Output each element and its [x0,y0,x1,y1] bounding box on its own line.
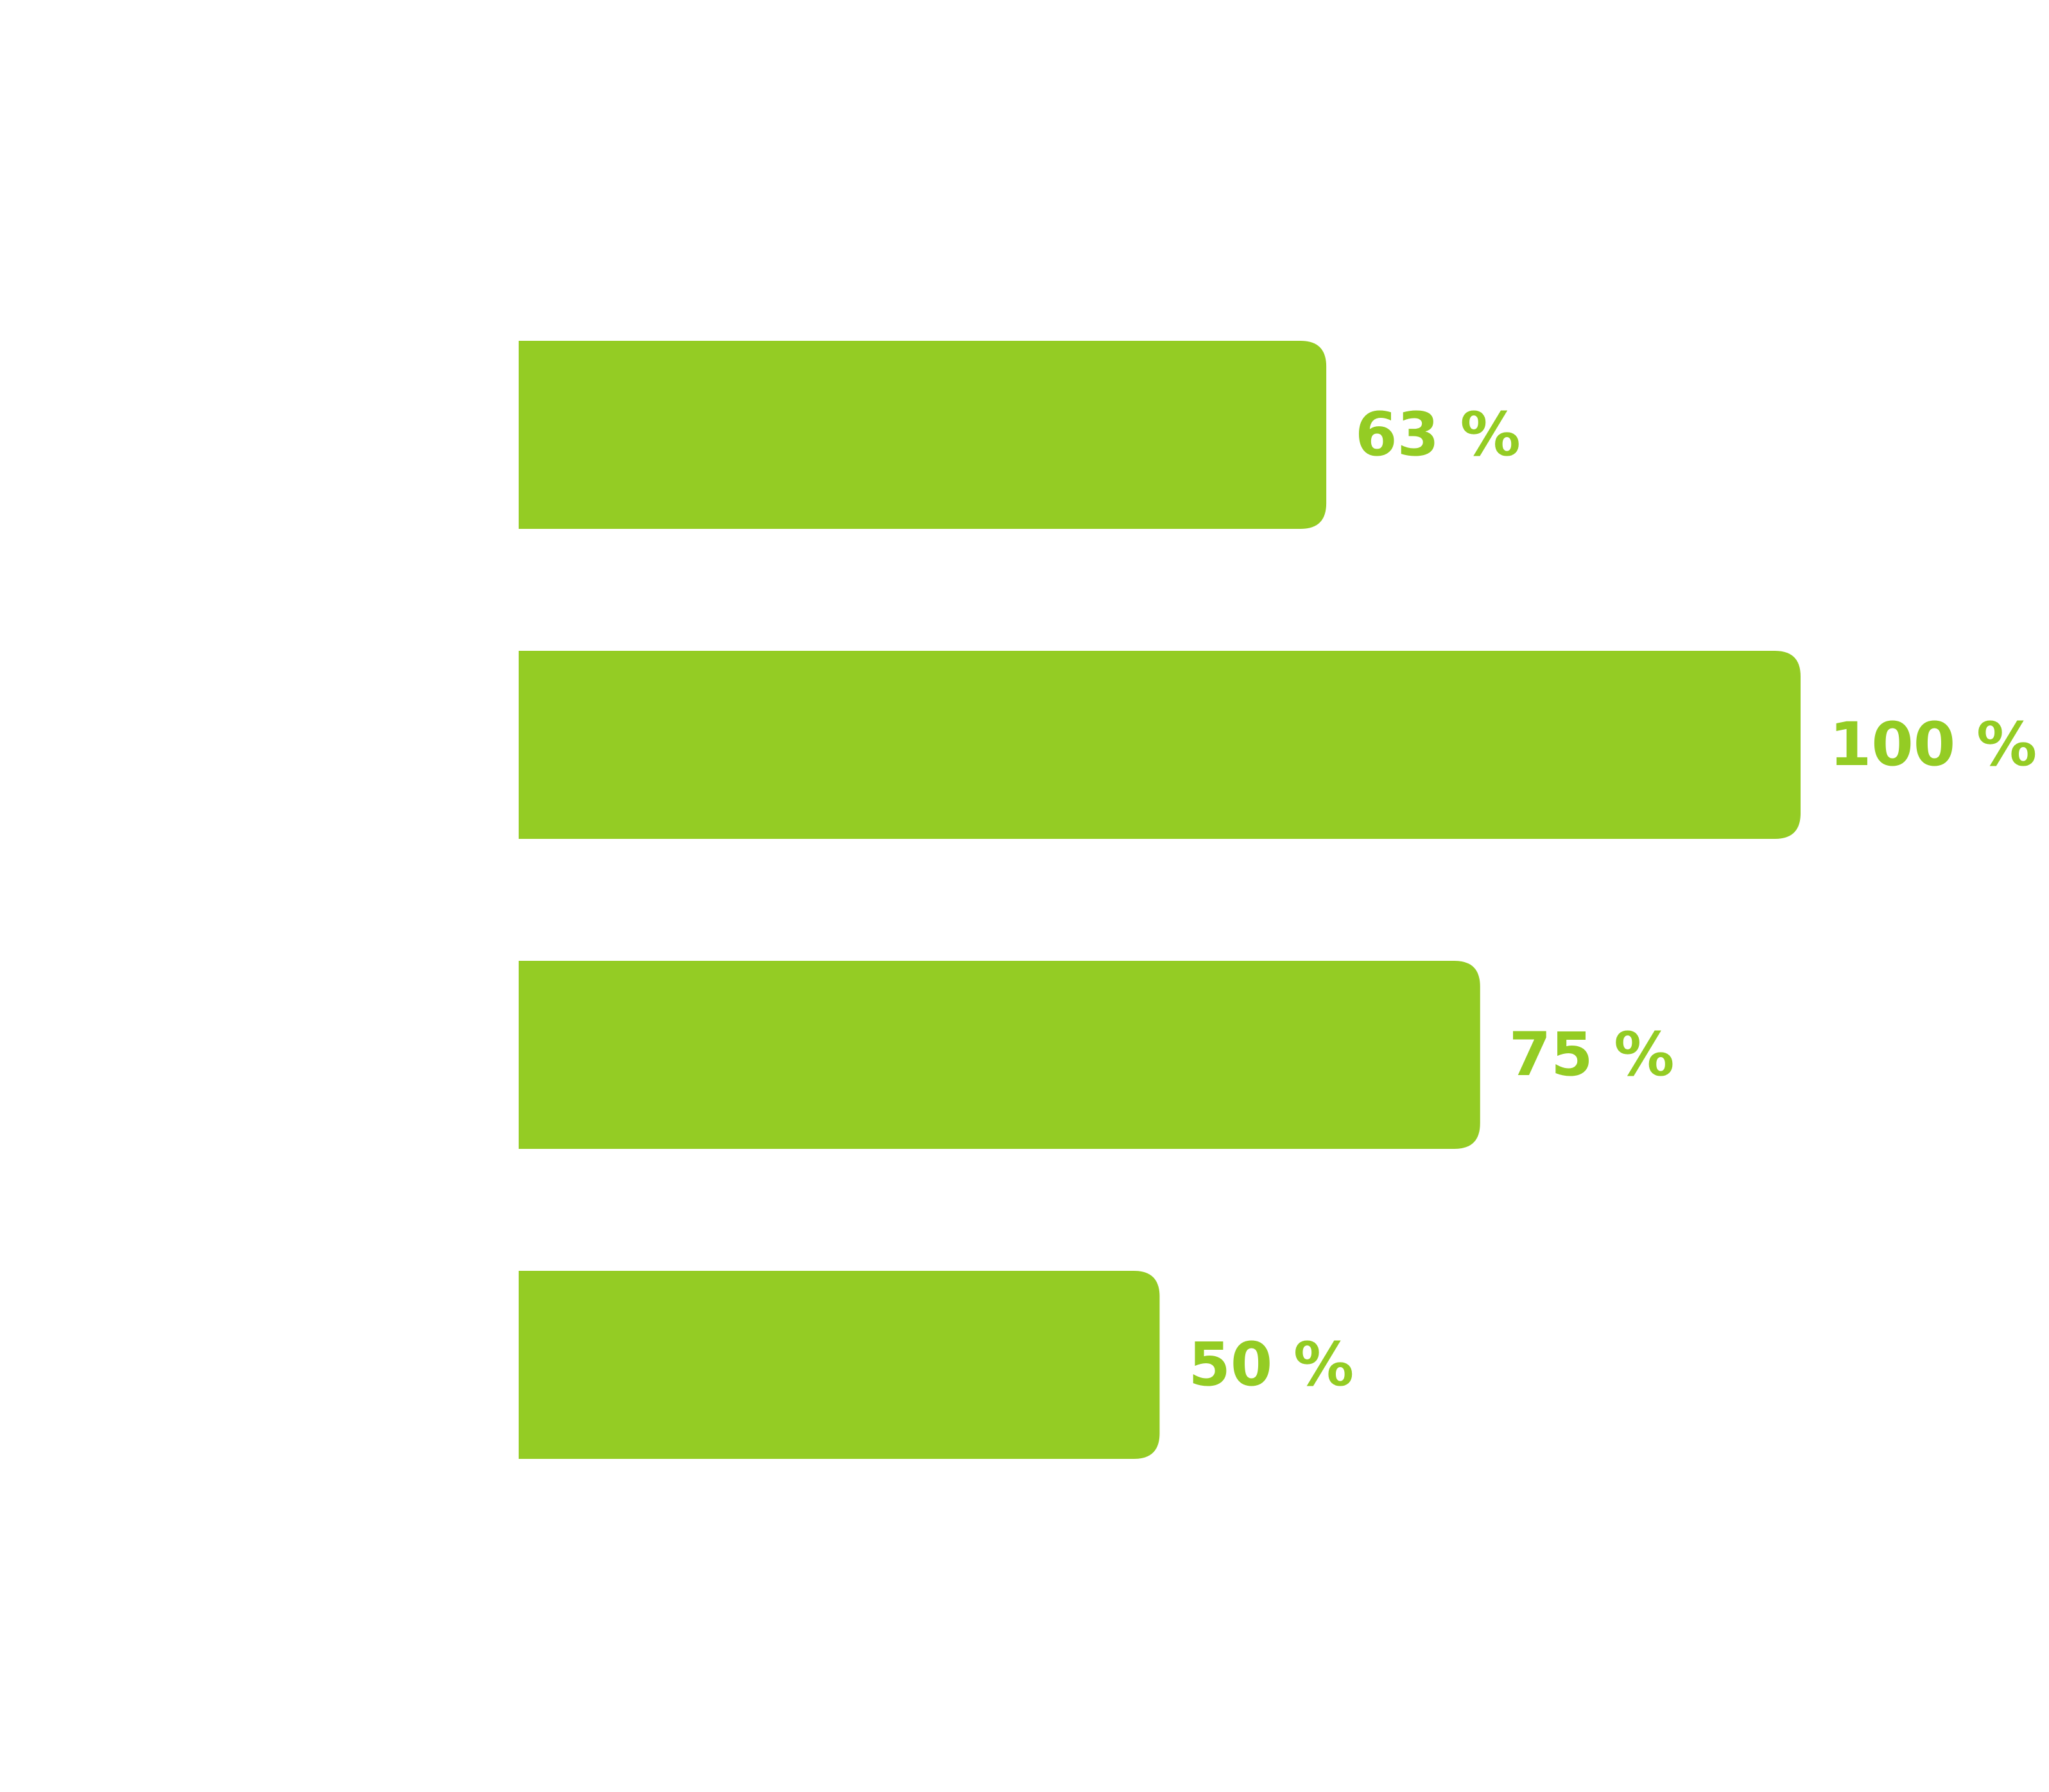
bar-1 [519,341,1327,529]
bar-value-label-1: 63 % [1355,400,1521,470]
bar-value-label-3: 75 % [1509,1020,1675,1090]
bar-value-label-4: 50 % [1189,1330,1354,1400]
bar-4 [519,1271,1160,1459]
bar-value-label-2: 100 % [1829,710,2037,780]
bars-layer [519,341,1801,1459]
bar-2 [519,651,1801,839]
bar-3 [519,961,1480,1149]
labels-layer: 63 % 100 % 75 % 50 % [1189,400,2037,1400]
